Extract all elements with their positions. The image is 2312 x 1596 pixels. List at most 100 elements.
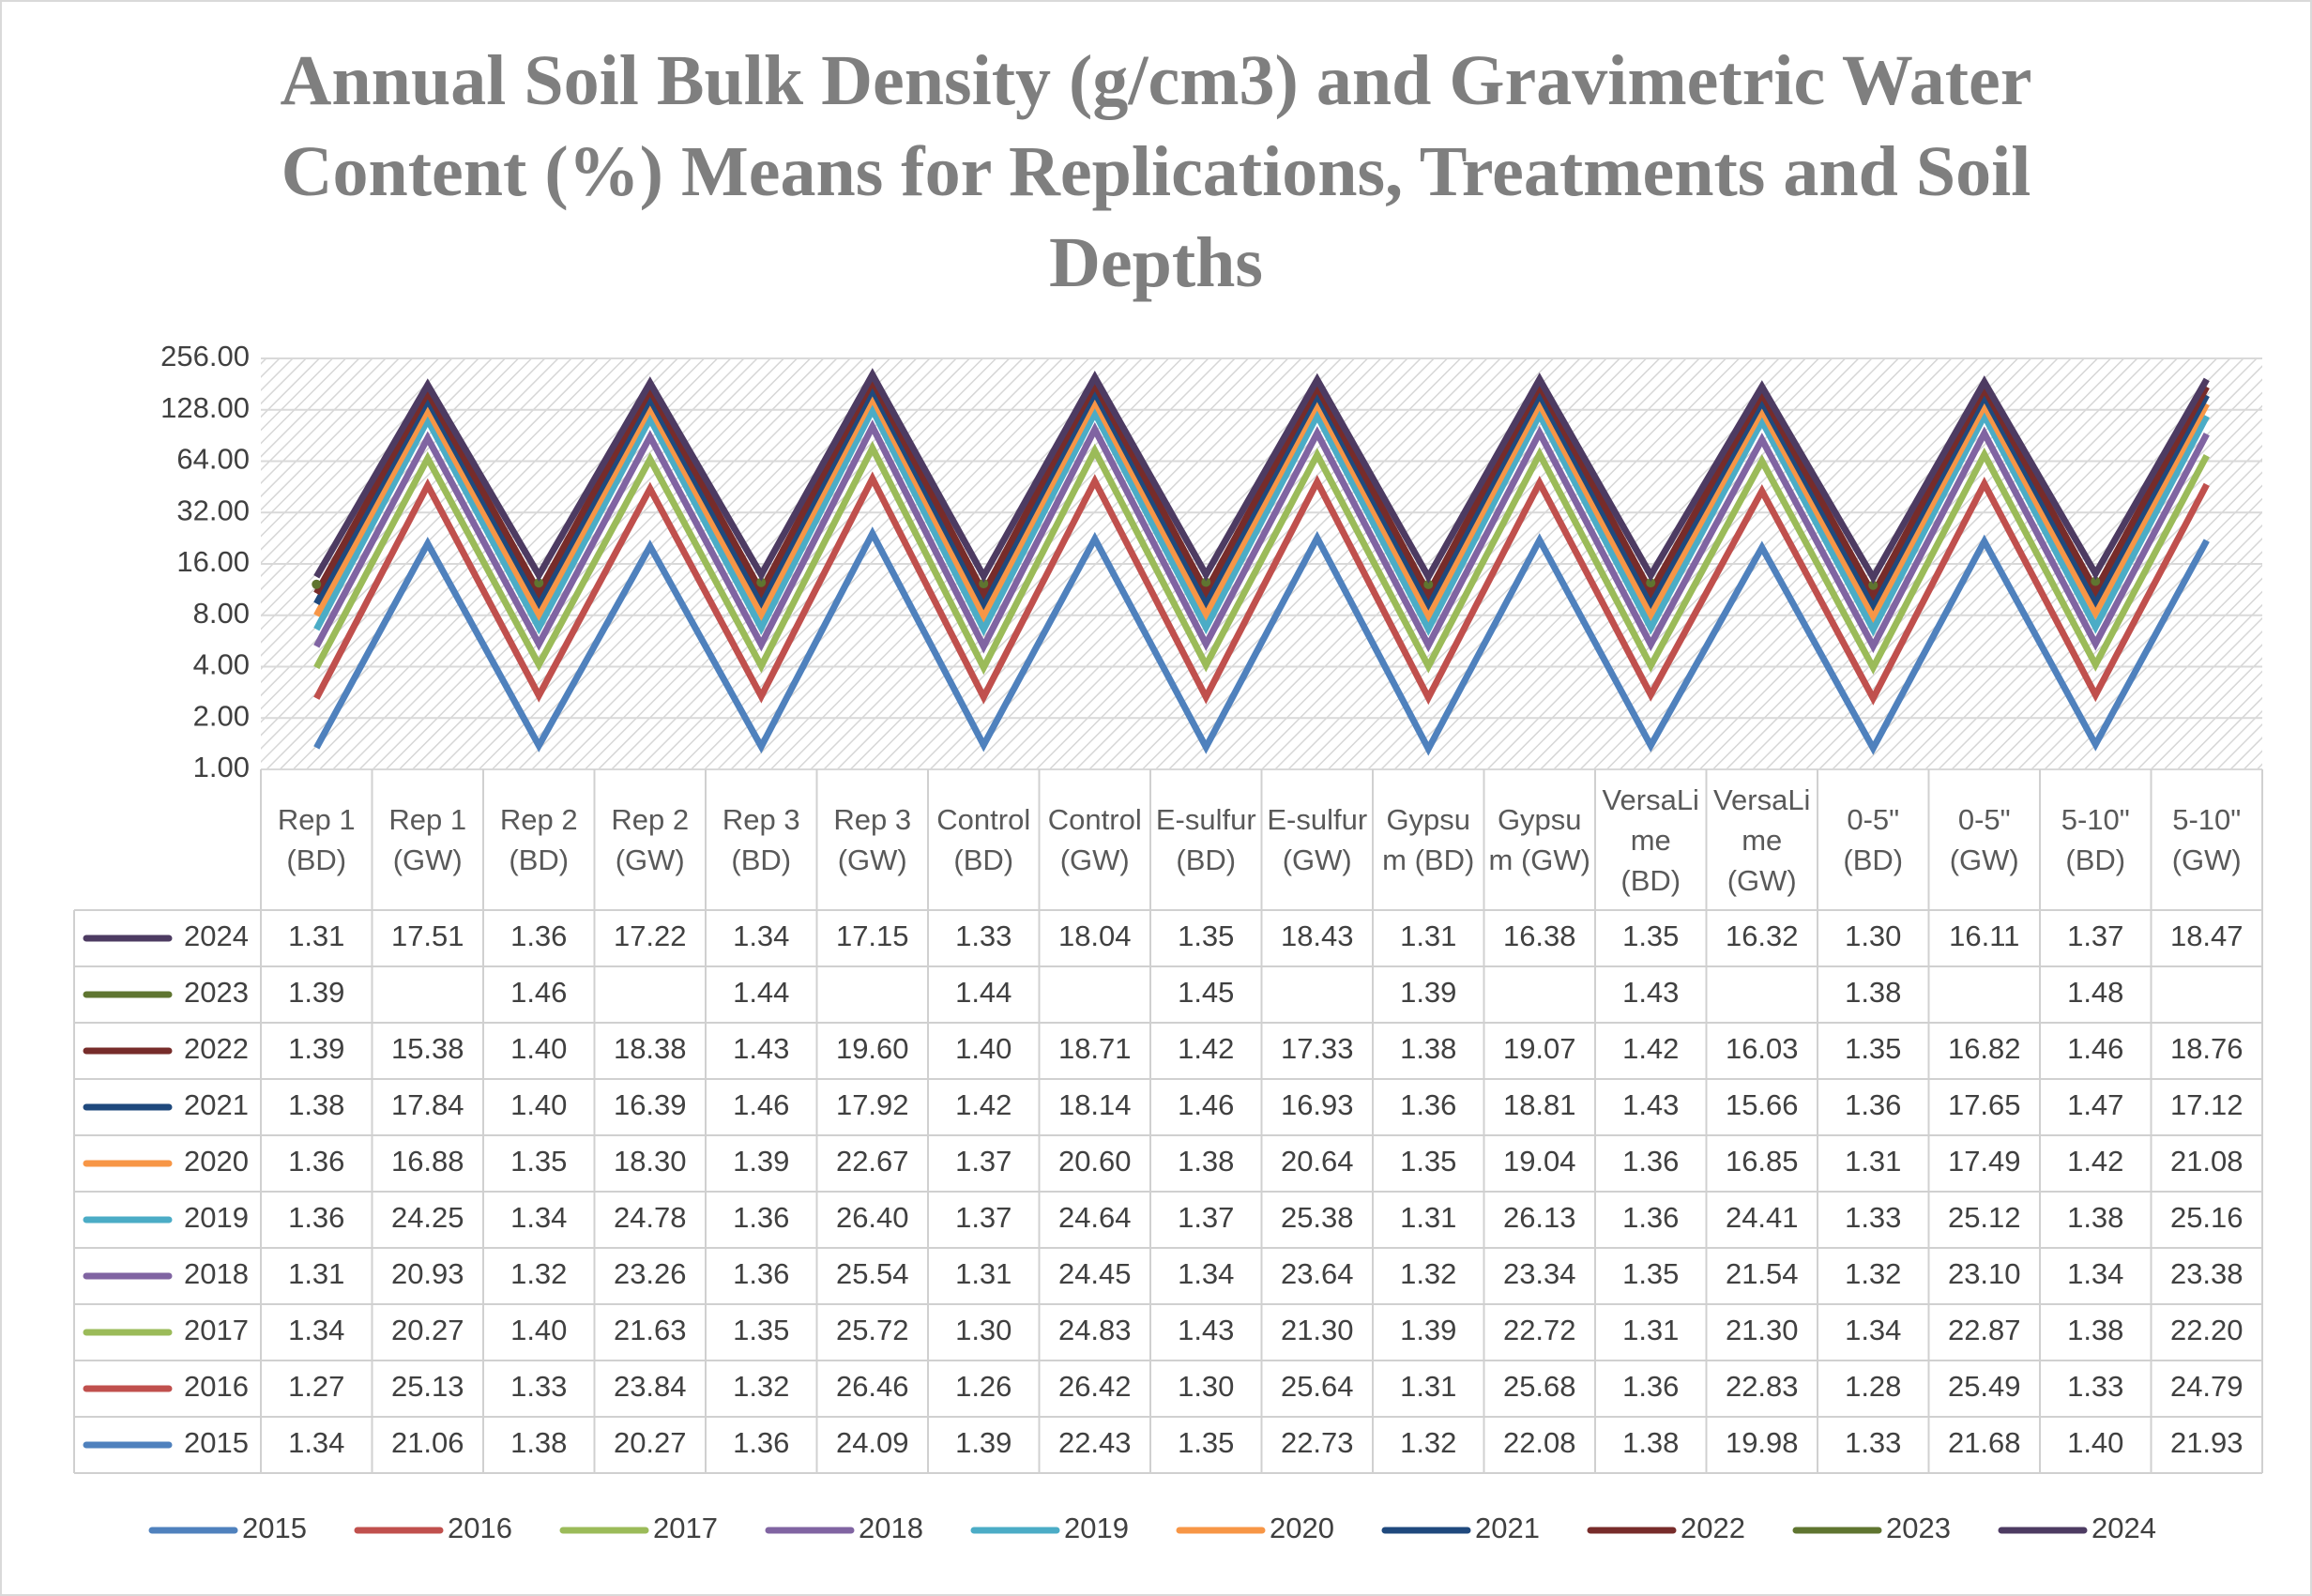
category-label: Control (GW) [1047,803,1142,876]
data-label: 1.39 [1400,976,1456,1009]
data-label: 1.38 [2067,1201,2123,1234]
data-label: 17.49 [1948,1145,2021,1178]
category-label: 0-5" (GW) [1949,803,2019,876]
legend-label: 2018 [859,1512,923,1544]
data-label: 1.40 [510,1314,567,1346]
data-label: 1.37 [955,1145,1012,1178]
y-tick-label: 16.00 [176,545,250,578]
data-label: 1.38 [1845,976,1901,1009]
data-label: 18.14 [1058,1088,1132,1121]
data-label: 18.81 [1503,1088,1576,1121]
data-label: 25.49 [1948,1370,2021,1403]
category-label: Rep 1 (GW) [388,803,467,876]
data-label: 1.27 [288,1370,344,1403]
data-label: 1.38 [1400,1032,1456,1065]
data-label: 1.40 [510,1088,567,1121]
series-line [313,471,2210,706]
data-label: 24.64 [1058,1201,1132,1234]
data-label: 21.54 [1726,1257,1799,1290]
data-label: 1.34 [733,920,789,952]
data-label: 18.04 [1058,920,1132,952]
data-label: 1.38 [288,1088,344,1121]
category-label: Rep 1 (BD) [277,803,356,876]
data-label: 19.07 [1503,1032,1576,1065]
data-label: 16.39 [614,1088,687,1121]
data-label: 1.38 [1622,1426,1679,1459]
data-label: 19.60 [836,1032,909,1065]
data-label: 1.36 [733,1257,789,1290]
series-line [313,382,2210,612]
line-point [2091,576,2101,586]
data-label: 1.33 [1845,1426,1901,1459]
data-label: 21.93 [2170,1426,2244,1459]
legend-label: 2019 [1064,1512,1129,1544]
data-label: 1.35 [1622,1257,1679,1290]
row-label: 2020 [184,1145,249,1178]
data-label: 15.38 [391,1032,464,1065]
data-label: 1.34 [1845,1314,1901,1346]
data-label: 1.30 [1845,920,1901,952]
chart-title: Annual Soil Bulk Density (g/cm3) and Gra… [280,41,2032,302]
data-label: 1.48 [2067,976,2123,1009]
row-label: 2016 [184,1370,249,1403]
data-label: 1.43 [733,1032,789,1065]
data-label: 1.45 [1178,976,1234,1009]
data-label: 1.34 [1178,1257,1234,1290]
data-label: 17.12 [2170,1088,2244,1121]
data-label: 20.93 [391,1257,464,1290]
category-label: VersaLime (BD) [1602,783,1699,897]
data-label: 1.38 [1178,1145,1234,1178]
data-label: 1.33 [955,920,1012,952]
category-label: E-sulfur (GW) [1267,803,1368,876]
row-label: 2023 [184,976,249,1009]
data-label: 1.33 [510,1370,567,1403]
data-label: 21.30 [1726,1314,1799,1346]
data-label: 1.46 [1178,1088,1234,1121]
data-label: 24.25 [391,1201,464,1234]
y-tick-label: 32.00 [176,494,250,526]
data-label: 1.38 [510,1426,567,1459]
data-label: 1.33 [2067,1370,2123,1403]
data-label: 1.37 [955,1201,1012,1234]
data-label: 21.63 [614,1314,687,1346]
row-label: 2019 [184,1201,249,1234]
data-label: 1.31 [1622,1314,1679,1346]
data-label: 24.41 [1726,1201,1799,1234]
data-label: 20.60 [1058,1145,1132,1178]
data-label: 18.76 [2170,1032,2244,1065]
data-label: 21.30 [1281,1314,1354,1346]
series-line [313,402,2210,637]
line-point [979,579,989,589]
data-label: 24.45 [1058,1257,1132,1290]
data-label: 1.34 [510,1201,567,1234]
data-label: 1.40 [955,1032,1012,1065]
data-label: 16.38 [1503,920,1576,952]
y-tick-label: 1.00 [193,751,250,783]
data-label: 1.40 [2067,1426,2123,1459]
data-label: 1.26 [955,1370,1012,1403]
data-label: 23.38 [2170,1257,2244,1290]
data-label: 1.40 [510,1032,567,1065]
data-label: 1.36 [288,1201,344,1234]
data-label: 1.32 [1400,1257,1456,1290]
legend-label: 2023 [1886,1512,1951,1544]
data-label: 22.67 [836,1145,909,1178]
data-label: 20.27 [614,1426,687,1459]
data-label: 1.31 [288,920,344,952]
category-label: Rep 3 (BD) [722,803,800,876]
category-label: Rep 3 (GW) [833,803,912,876]
data-label: 18.71 [1058,1032,1132,1065]
data-label: 1.32 [1400,1426,1456,1459]
category-label: 0-5" (BD) [1843,803,1904,876]
data-label: 18.38 [614,1032,687,1065]
data-label: 1.28 [1845,1370,1901,1403]
data-label: 25.16 [2170,1201,2244,1234]
data-label: 1.37 [2067,920,2123,952]
category-label: Rep 2 (BD) [499,803,578,876]
data-label: 22.72 [1503,1314,1576,1346]
data-label: 17.84 [391,1088,464,1121]
data-label: 26.42 [1058,1370,1132,1403]
category-label: 5-10" (BD) [2061,803,2130,876]
data-label: 1.47 [2067,1088,2123,1121]
